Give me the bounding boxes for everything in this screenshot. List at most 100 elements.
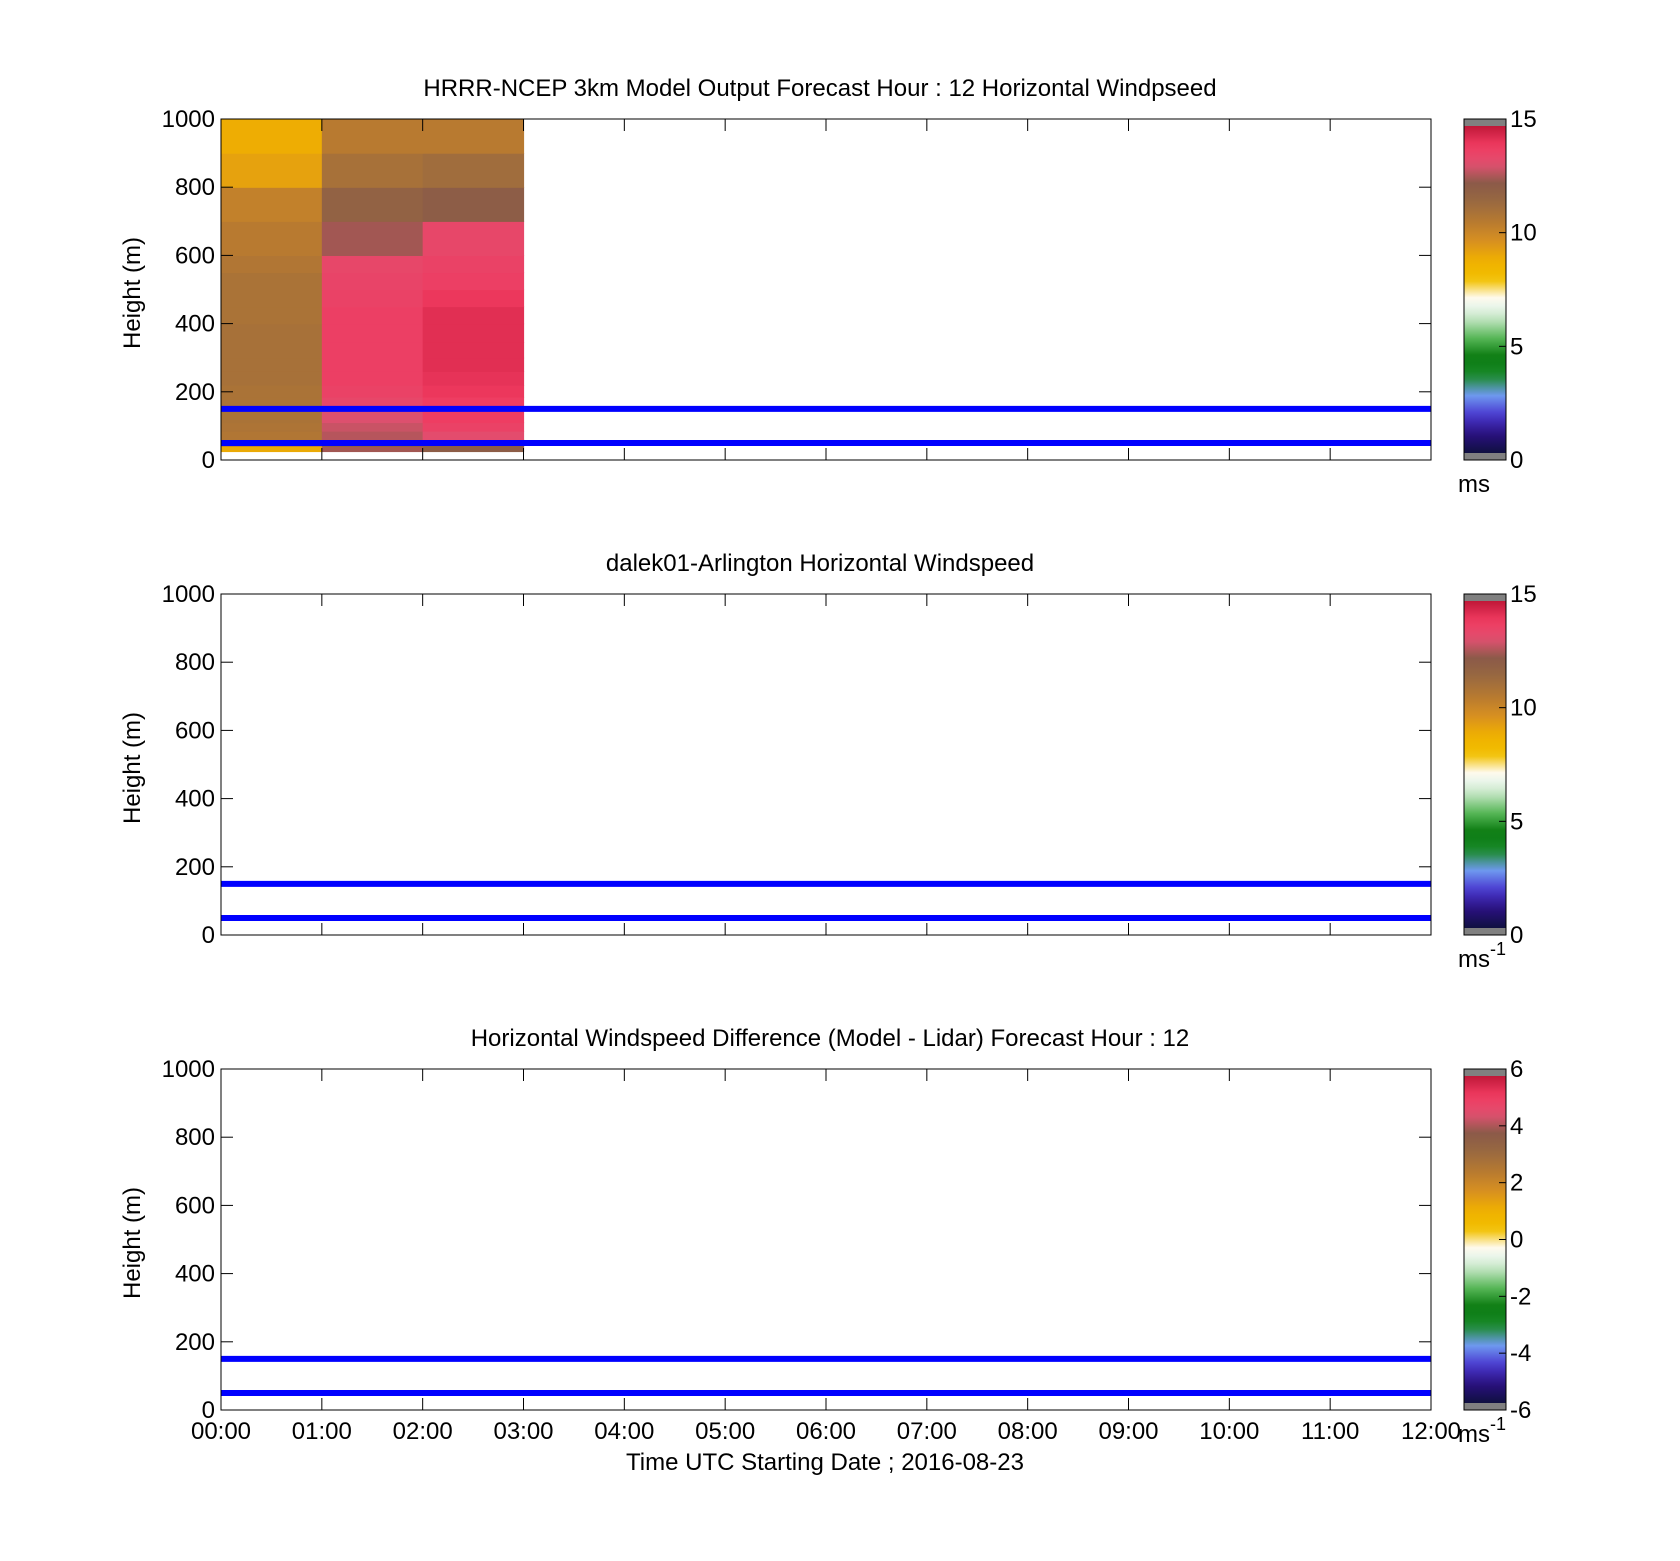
heatmap-cell xyxy=(221,119,323,154)
heatmap-cell xyxy=(221,306,323,325)
x-tick-label: 11:00 xyxy=(1301,1418,1359,1445)
x-tick-label: 05:00 xyxy=(695,1418,755,1445)
colorbar-frame xyxy=(1463,118,1507,461)
y-tick-label: 0 xyxy=(202,447,215,474)
heatmap-cell xyxy=(221,187,323,222)
y-tick-label: 800 xyxy=(175,1124,215,1151)
heatmap-cell xyxy=(422,410,525,424)
heatmap-cell xyxy=(422,153,525,188)
colorbar-unit-exponent: -1 xyxy=(1490,1414,1506,1434)
heatmap-cell xyxy=(321,446,424,453)
y-tick-label: 400 xyxy=(175,786,215,813)
heatmap-cell xyxy=(221,422,323,432)
heatmap-cell xyxy=(422,255,525,274)
heatmap-cell xyxy=(221,357,323,372)
heatmap-cell xyxy=(221,323,323,343)
heatmap-cell xyxy=(221,342,323,359)
colorbar-gradient xyxy=(1464,126,1506,453)
y-tick-label: 400 xyxy=(175,1261,215,1288)
heatmap-cells xyxy=(221,119,525,453)
colorbar-tick-label: 5 xyxy=(1510,333,1523,360)
heatmap-cell xyxy=(221,289,323,308)
colorbar-gradient xyxy=(1464,601,1506,928)
heatmap-cell xyxy=(321,357,424,372)
y-tick-label: 600 xyxy=(175,1192,215,1219)
heatmap-cell xyxy=(321,289,424,308)
panel-title: Horizontal Windspeed Difference (Model -… xyxy=(471,1025,1190,1052)
colorbar-tick-label: 6 xyxy=(1510,1056,1523,1083)
y-tick-label: 800 xyxy=(175,174,215,201)
panel-difference: Horizontal Windspeed Difference (Model -… xyxy=(119,1025,1531,1448)
colorbar-tick-label: 15 xyxy=(1510,581,1537,608)
colorbar-cap-bottom xyxy=(1464,453,1506,460)
x-tick-label: 08:00 xyxy=(998,1418,1058,1445)
heatmap-cell xyxy=(321,306,424,325)
heatmap-cell xyxy=(221,410,323,424)
heatmap-cell xyxy=(422,342,525,359)
reference-lines xyxy=(221,1355,1431,1396)
heatmap-cell xyxy=(321,431,424,441)
colorbar-cap-bottom xyxy=(1464,928,1506,935)
colorbar-cap-bottom xyxy=(1464,1403,1506,1410)
heatmap-cell xyxy=(422,323,525,343)
heatmap-cell xyxy=(221,255,323,274)
panel-model: HRRR-NCEP 3km Model Output Forecast Hour… xyxy=(119,75,1537,498)
y-tick-label: 0 xyxy=(202,922,215,949)
y-axis-label: Height (m) xyxy=(119,237,146,349)
colorbar-tick-label: 0 xyxy=(1510,1227,1523,1254)
axis-ticks: 0 200 400 600 800 1000 xyxy=(162,106,1432,474)
colorbar-tick-label: -4 xyxy=(1510,1340,1531,1367)
colorbar-unit-exponent: -1 xyxy=(1490,939,1506,959)
heatmap-cell xyxy=(321,342,424,359)
heatmap-cell xyxy=(422,289,525,308)
colorbar-tick-label: 2 xyxy=(1510,1170,1523,1197)
x-tick-label: 12:00 xyxy=(1401,1418,1461,1445)
y-axis-label: Height (m) xyxy=(119,712,146,824)
heatmap-cell xyxy=(321,187,424,222)
heatmap-cell xyxy=(422,187,525,222)
axis-ticks: 0 200 400 600 800 1000 xyxy=(162,581,1432,949)
colorbar-unit: ms xyxy=(1458,471,1490,498)
y-tick-label: 200 xyxy=(175,379,215,406)
heatmap-cell xyxy=(321,221,424,256)
heatmap-cell xyxy=(221,272,323,291)
reference-lines xyxy=(221,880,1431,921)
x-tick-label: 01:00 xyxy=(292,1418,352,1445)
heatmap-cell xyxy=(422,357,525,372)
y-tick-label: 200 xyxy=(175,1329,215,1356)
panel-title: HRRR-NCEP 3km Model Output Forecast Hour… xyxy=(423,75,1216,102)
reference-lines xyxy=(221,405,1431,446)
colorbar: 0 5 10 15 ms-1 xyxy=(1458,581,1537,973)
y-tick-label: 1000 xyxy=(162,581,215,608)
colorbar-cap-top xyxy=(1464,594,1506,601)
heatmap-cell xyxy=(221,384,323,398)
heatmap-cell xyxy=(321,410,424,424)
heatmap-cell xyxy=(422,119,525,154)
colorbar-tick-label: 0 xyxy=(1510,447,1523,474)
heatmap-cell xyxy=(221,221,323,256)
colorbar-tick-label: 10 xyxy=(1510,220,1537,247)
heatmap-cell xyxy=(422,446,525,453)
heatmap-cell xyxy=(422,422,525,432)
x-tick-labels: 00:00 01:00 02:00 03:00 04:00 05:00 06:00 07:00… xyxy=(191,1418,1461,1445)
heatmap-cell xyxy=(221,153,323,188)
colorbar-tick-label: -2 xyxy=(1510,1283,1531,1310)
heatmap-cell xyxy=(321,323,424,343)
y-tick-label: 800 xyxy=(175,649,215,676)
heatmap-cell xyxy=(321,371,424,386)
colorbar-tick-label: -6 xyxy=(1510,1397,1531,1424)
heatmap-cell xyxy=(422,221,525,256)
colorbar-frame xyxy=(1463,593,1507,936)
x-tick-label: 06:00 xyxy=(796,1418,856,1445)
colorbar: -6 -4 -2 0 2 4 6 ms-1 xyxy=(1458,1056,1531,1448)
colorbar: 0 5 10 15 ms xyxy=(1458,106,1537,498)
x-tick-label: 10:00 xyxy=(1199,1418,1259,1445)
heatmap-cell xyxy=(321,119,424,154)
heatmap-cell xyxy=(221,446,323,453)
heatmap-cell xyxy=(422,272,525,291)
heatmap-cell xyxy=(321,153,424,188)
heatmap-cell xyxy=(422,371,525,386)
heatmap-cell xyxy=(422,431,525,441)
heatmap-cell xyxy=(422,306,525,325)
